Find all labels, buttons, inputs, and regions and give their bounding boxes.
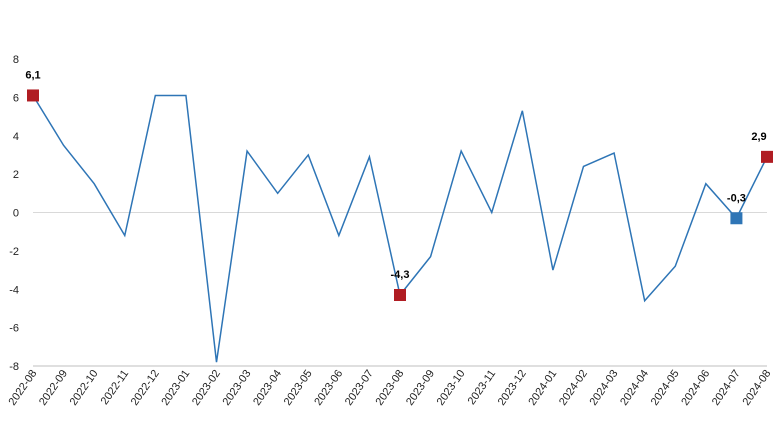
x-tick-label: 2024-08 (740, 368, 773, 408)
x-tick-label: 2023-01 (159, 368, 192, 408)
y-tick-label: 6 (13, 92, 19, 104)
x-tick-label: 2023-04 (251, 368, 284, 408)
y-tick-label: -2 (9, 246, 19, 258)
x-tick-label: 2024-05 (649, 368, 682, 408)
x-tick-label: 2023-09 (404, 368, 437, 408)
highlight-marker (394, 289, 406, 302)
x-tick-label: 2022-09 (37, 368, 70, 408)
x-tick-label: 2024-07 (710, 368, 743, 408)
data-label: -4,3 (391, 269, 410, 281)
data-labels: 6,1 -4,3 -0,3 2,9 (25, 69, 766, 281)
data-label: 2,9 (751, 131, 766, 143)
x-tick-label: 2023-03 (221, 368, 254, 408)
highlight-marker (27, 89, 39, 102)
x-tick-label: 2022-10 (68, 368, 101, 408)
y-tick-label: 4 (13, 131, 19, 143)
x-tick-label: 2022-12 (129, 368, 162, 408)
x-tick-label: 2024-06 (679, 368, 712, 408)
highlight-markers (27, 89, 773, 302)
data-label: 6,1 (25, 69, 40, 81)
data-label: -0,3 (727, 192, 746, 204)
x-tick-label: 2022-08 (6, 368, 39, 408)
y-tick-label: 0 (13, 208, 19, 220)
x-tick-label: 2023-06 (312, 368, 345, 408)
x-tick-label: 2024-04 (618, 368, 651, 408)
highlight-marker (730, 212, 743, 225)
x-tick-label: 2023-11 (466, 368, 499, 407)
x-tick-label: 2023-10 (435, 368, 468, 408)
x-tick-label: 2023-02 (190, 368, 223, 408)
series-line (32, 94, 768, 363)
x-tick-label: 2024-02 (557, 368, 590, 408)
x-tick-label: 2023-08 (373, 368, 406, 408)
y-axis-tick-labels: 8 6 4 2 0 -2 -4 -6 -8 (9, 54, 19, 373)
highlight-marker (761, 150, 773, 163)
x-axis-tick-labels: 2022-082022-092022-102022-112022-122023-… (6, 368, 773, 408)
y-tick-label: 2 (13, 169, 19, 181)
y-tick-label: 8 (13, 54, 19, 66)
y-tick-label: -4 (9, 284, 19, 296)
x-tick-label: 2023-07 (343, 368, 376, 408)
y-tick-label: -8 (9, 361, 19, 373)
x-tick-label: 2023-12 (496, 368, 529, 408)
x-tick-label: 2024-01 (526, 368, 559, 408)
y-tick-label: -6 (9, 323, 19, 335)
x-tick-label: 2024-03 (588, 368, 621, 408)
x-tick-label: 2022-11 (99, 368, 132, 407)
x-tick-label: 2023-05 (282, 368, 315, 408)
